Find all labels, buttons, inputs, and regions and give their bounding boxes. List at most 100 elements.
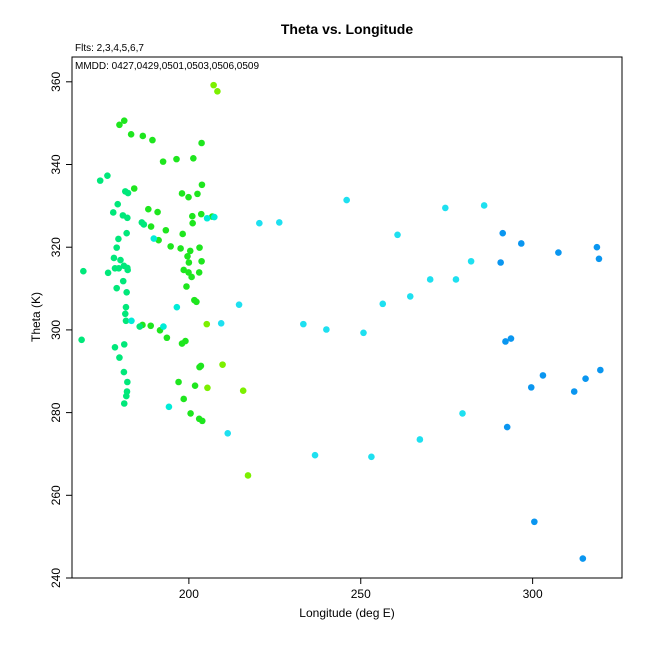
data-point bbox=[110, 254, 118, 262]
data-point bbox=[167, 243, 174, 250]
data-point bbox=[198, 139, 205, 147]
data-point bbox=[214, 88, 221, 95]
y-axis: 240 260 280 300 320 340 360 bbox=[49, 71, 72, 588]
data-point bbox=[115, 235, 122, 243]
data-point bbox=[275, 219, 283, 226]
data-point bbox=[311, 451, 319, 459]
data-point bbox=[180, 395, 188, 403]
data-point bbox=[113, 284, 120, 292]
data-point bbox=[452, 276, 460, 283]
data-point bbox=[140, 221, 148, 228]
data-point bbox=[78, 336, 85, 344]
data-point bbox=[360, 329, 367, 337]
y-tick-label: 340 bbox=[49, 154, 63, 174]
data-point bbox=[256, 219, 263, 227]
data-point bbox=[122, 303, 130, 311]
data-point bbox=[122, 317, 130, 325]
data-point bbox=[503, 423, 511, 431]
x-axis-label: Longitude (deg E) bbox=[299, 606, 394, 620]
data-point bbox=[531, 518, 538, 526]
data-point bbox=[96, 177, 104, 184]
data-point bbox=[186, 247, 194, 255]
data-point bbox=[145, 205, 152, 213]
data-point bbox=[109, 209, 117, 216]
data-point bbox=[210, 81, 217, 89]
y-tick-label: 240 bbox=[49, 568, 63, 588]
data-point bbox=[497, 259, 504, 266]
data-point bbox=[173, 155, 180, 163]
data-points bbox=[78, 81, 604, 562]
data-point bbox=[123, 392, 130, 400]
data-point bbox=[195, 269, 203, 276]
data-point bbox=[162, 226, 170, 234]
data-point bbox=[178, 190, 186, 197]
data-point bbox=[185, 259, 193, 266]
x-axis: 200 250 300 bbox=[179, 578, 543, 601]
x-tick-label: 250 bbox=[351, 587, 371, 601]
y-tick-label: 280 bbox=[49, 402, 63, 422]
data-point bbox=[416, 436, 424, 443]
data-point bbox=[499, 229, 507, 237]
data-point bbox=[120, 117, 128, 124]
data-point bbox=[183, 283, 190, 290]
data-point bbox=[147, 322, 155, 330]
dates-label: MMDD: 0427,0429,0501,0503,0506,0509 bbox=[75, 61, 259, 72]
data-point bbox=[323, 326, 330, 333]
x-tick-label: 200 bbox=[179, 587, 199, 601]
y-axis-label: Theta (K) bbox=[29, 292, 43, 342]
data-point bbox=[128, 317, 135, 325]
data-point bbox=[130, 185, 138, 192]
data-point bbox=[204, 384, 211, 392]
data-point bbox=[154, 208, 161, 216]
data-point bbox=[116, 121, 123, 129]
data-point bbox=[442, 204, 449, 212]
data-point bbox=[570, 388, 578, 395]
plot-area-frame bbox=[71, 56, 623, 579]
data-point bbox=[426, 276, 434, 283]
data-point bbox=[184, 253, 191, 260]
data-point bbox=[197, 210, 205, 218]
data-point bbox=[189, 212, 196, 220]
data-point bbox=[187, 410, 194, 417]
data-point bbox=[114, 200, 122, 208]
data-point bbox=[119, 277, 127, 285]
y-tick-label: 320 bbox=[49, 237, 63, 257]
data-point bbox=[194, 190, 201, 198]
data-point bbox=[179, 230, 186, 238]
data-point bbox=[517, 240, 525, 247]
data-point bbox=[198, 181, 206, 189]
data-point bbox=[193, 298, 200, 306]
data-point bbox=[159, 158, 167, 165]
data-point bbox=[147, 223, 155, 230]
data-point bbox=[150, 235, 158, 242]
data-point bbox=[139, 132, 147, 140]
data-point bbox=[300, 320, 307, 328]
data-point bbox=[116, 354, 123, 361]
data-point bbox=[124, 189, 132, 197]
data-point bbox=[198, 257, 205, 265]
data-point bbox=[211, 213, 218, 221]
chart-title: Theta vs. Longitude bbox=[281, 21, 413, 37]
y-tick-label: 300 bbox=[49, 320, 63, 340]
data-point bbox=[149, 136, 156, 144]
data-point bbox=[113, 244, 120, 251]
data-point bbox=[165, 403, 173, 411]
data-point bbox=[239, 387, 247, 394]
data-point bbox=[117, 256, 124, 264]
data-point bbox=[235, 301, 243, 308]
data-point bbox=[595, 255, 603, 263]
data-point bbox=[188, 273, 195, 281]
data-point bbox=[539, 372, 547, 379]
data-point bbox=[198, 417, 206, 425]
data-point bbox=[111, 343, 119, 351]
data-point bbox=[343, 196, 350, 204]
data-point bbox=[219, 361, 226, 368]
data-point bbox=[196, 244, 203, 251]
data-point bbox=[190, 155, 197, 162]
data-point bbox=[123, 288, 130, 296]
data-point bbox=[394, 231, 401, 239]
y-tick-label: 360 bbox=[49, 71, 63, 91]
data-point bbox=[80, 267, 87, 275]
data-point bbox=[406, 293, 414, 300]
